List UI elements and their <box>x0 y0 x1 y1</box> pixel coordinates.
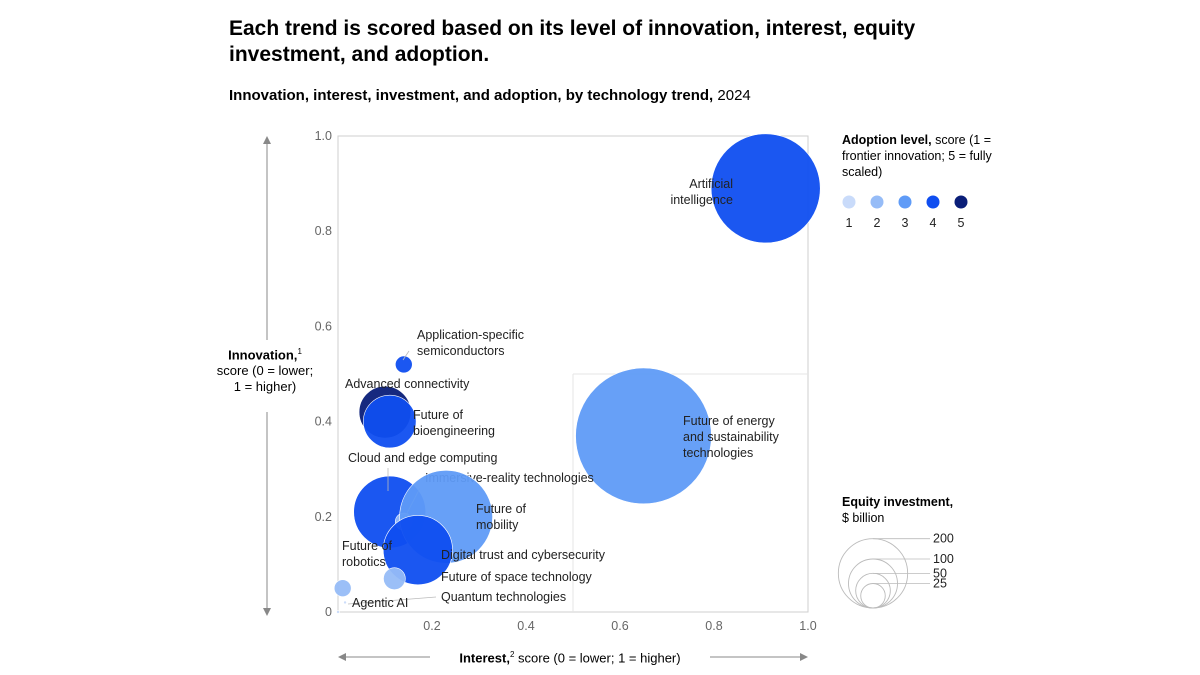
bubble-future-of-space-technology <box>383 567 406 590</box>
y-tick-label: 0 <box>325 605 332 619</box>
y-axis-footnote: 1 <box>297 347 302 356</box>
bubble-future-of-energy-and-sustainability-technologies <box>575 367 712 505</box>
x-axis-label: Interest,2 score (0 = lower; 1 = higher) <box>430 650 710 666</box>
bubble-label: Future of <box>413 408 464 422</box>
x-axis-label-rest: score (0 = lower; 1 = higher) <box>514 650 681 666</box>
bubble-future-of-bioengineering <box>363 394 417 449</box>
y-tick-label: 0.8 <box>315 224 332 238</box>
equity-legend-rest: $ billion <box>842 511 885 525</box>
y-tick-label: 1.0 <box>315 129 332 143</box>
bubble-label: Application-specific <box>417 328 524 342</box>
x-axis-label-bold: Interest, <box>459 650 510 666</box>
adoption-legend-label: 3 <box>902 216 909 230</box>
bubble-agentic-ai <box>336 610 340 614</box>
equity-legend-title: Equity investment, $ billion <box>842 494 953 526</box>
bubble-label: bioengineering <box>413 424 495 438</box>
bubble-label: robotics <box>342 555 386 569</box>
adoption-legend-label: 1 <box>846 216 853 230</box>
equity-legend-bold: Equity investment, <box>842 495 954 509</box>
equity-legend-label: 200 <box>933 532 954 546</box>
adoption-legend-swatch <box>926 195 940 209</box>
chart-subtitle: Innovation, interest, investment, and ad… <box>229 87 751 104</box>
bubble-label: Digital trust and cybersecurity <box>441 548 606 562</box>
equity-legend-circle <box>855 572 891 609</box>
x-tick-label: 0.8 <box>705 619 722 633</box>
adoption-legend-title: Adoption level, score (1 = frontier inno… <box>842 132 992 180</box>
bubble-label: Artificial <box>689 177 733 191</box>
x-tick-label: 1.0 <box>799 619 816 633</box>
bubble-label: Future of <box>476 502 527 516</box>
bubble-artificial-intelligence <box>710 133 821 244</box>
bubble-digital-trust-and-cybersecurity <box>382 515 453 586</box>
bubble-label: semiconductors <box>417 344 505 358</box>
bubble-label: Advanced connectivity <box>345 377 470 391</box>
adoption-legend-swatch <box>954 195 968 209</box>
y-tick-label: 0.2 <box>315 510 332 524</box>
x-axis-footnote: 2 <box>509 650 515 659</box>
chart-title: Each trend is scored based on its level … <box>229 17 916 66</box>
adoption-legend-label: 2 <box>874 216 881 230</box>
label-leader-line <box>402 350 410 361</box>
bubble-label: technologies <box>683 446 753 460</box>
y-axis-label-rest: score (0 = lower; 1 = higher) <box>216 363 314 395</box>
subtitle-bold: Innovation, interest, investment, and ad… <box>229 87 714 104</box>
x-axis-arrow-right <box>800 653 808 661</box>
bubble-quantum-technologies <box>343 600 347 605</box>
subtitle-year: 2024 <box>717 87 751 104</box>
bubble-label: Cloud and edge computing <box>348 451 497 465</box>
y-axis-arrow-up <box>263 136 271 144</box>
bubble-label: mobility <box>476 518 519 532</box>
y-tick-label: 0.6 <box>315 319 332 333</box>
equity-legend-label: 100 <box>933 552 954 566</box>
bubble-label: intelligence <box>670 193 733 207</box>
equity-legend-label: 50 <box>933 566 947 580</box>
adoption-legend-label: 4 <box>930 216 937 230</box>
bubble-label: Future of energy <box>683 414 775 428</box>
bubble-label: Future of <box>342 539 393 553</box>
bubble-label: Future of space technology <box>441 570 593 584</box>
x-axis-arrow-left <box>338 653 346 661</box>
equity-legend-circle <box>860 583 886 609</box>
equity-legend-label: 25 <box>933 577 947 591</box>
y-axis-arrow-down <box>263 608 271 616</box>
y-axis-label: Innovation,1 score (0 = lower; 1 = higher… <box>213 344 317 396</box>
adoption-legend-swatch <box>842 195 856 209</box>
x-tick-label: 0.6 <box>611 619 628 633</box>
adoption-legend-rest: score (1 = frontier innovation; 5 = full… <box>842 133 992 179</box>
label-leader-line <box>347 596 437 605</box>
bubble-label: Agentic AI <box>352 596 408 610</box>
adoption-legend-bold: Adoption level, <box>842 133 932 147</box>
bubble-label: and sustainability <box>683 430 780 444</box>
bubble-label: Quantum technologies <box>441 590 566 604</box>
adoption-legend-swatch <box>898 195 912 209</box>
bubble-future-of-robotics <box>333 579 352 597</box>
y-axis-label-bold: Innovation, <box>228 347 298 363</box>
y-tick-label: 0.4 <box>315 415 332 429</box>
x-tick-label: 0.4 <box>517 619 534 633</box>
bubble-application-specific-semiconductors <box>395 355 413 374</box>
adoption-legend-swatch <box>870 195 884 209</box>
x-tick-label: 0.2 <box>423 619 440 633</box>
adoption-legend-label: 5 <box>958 216 965 230</box>
